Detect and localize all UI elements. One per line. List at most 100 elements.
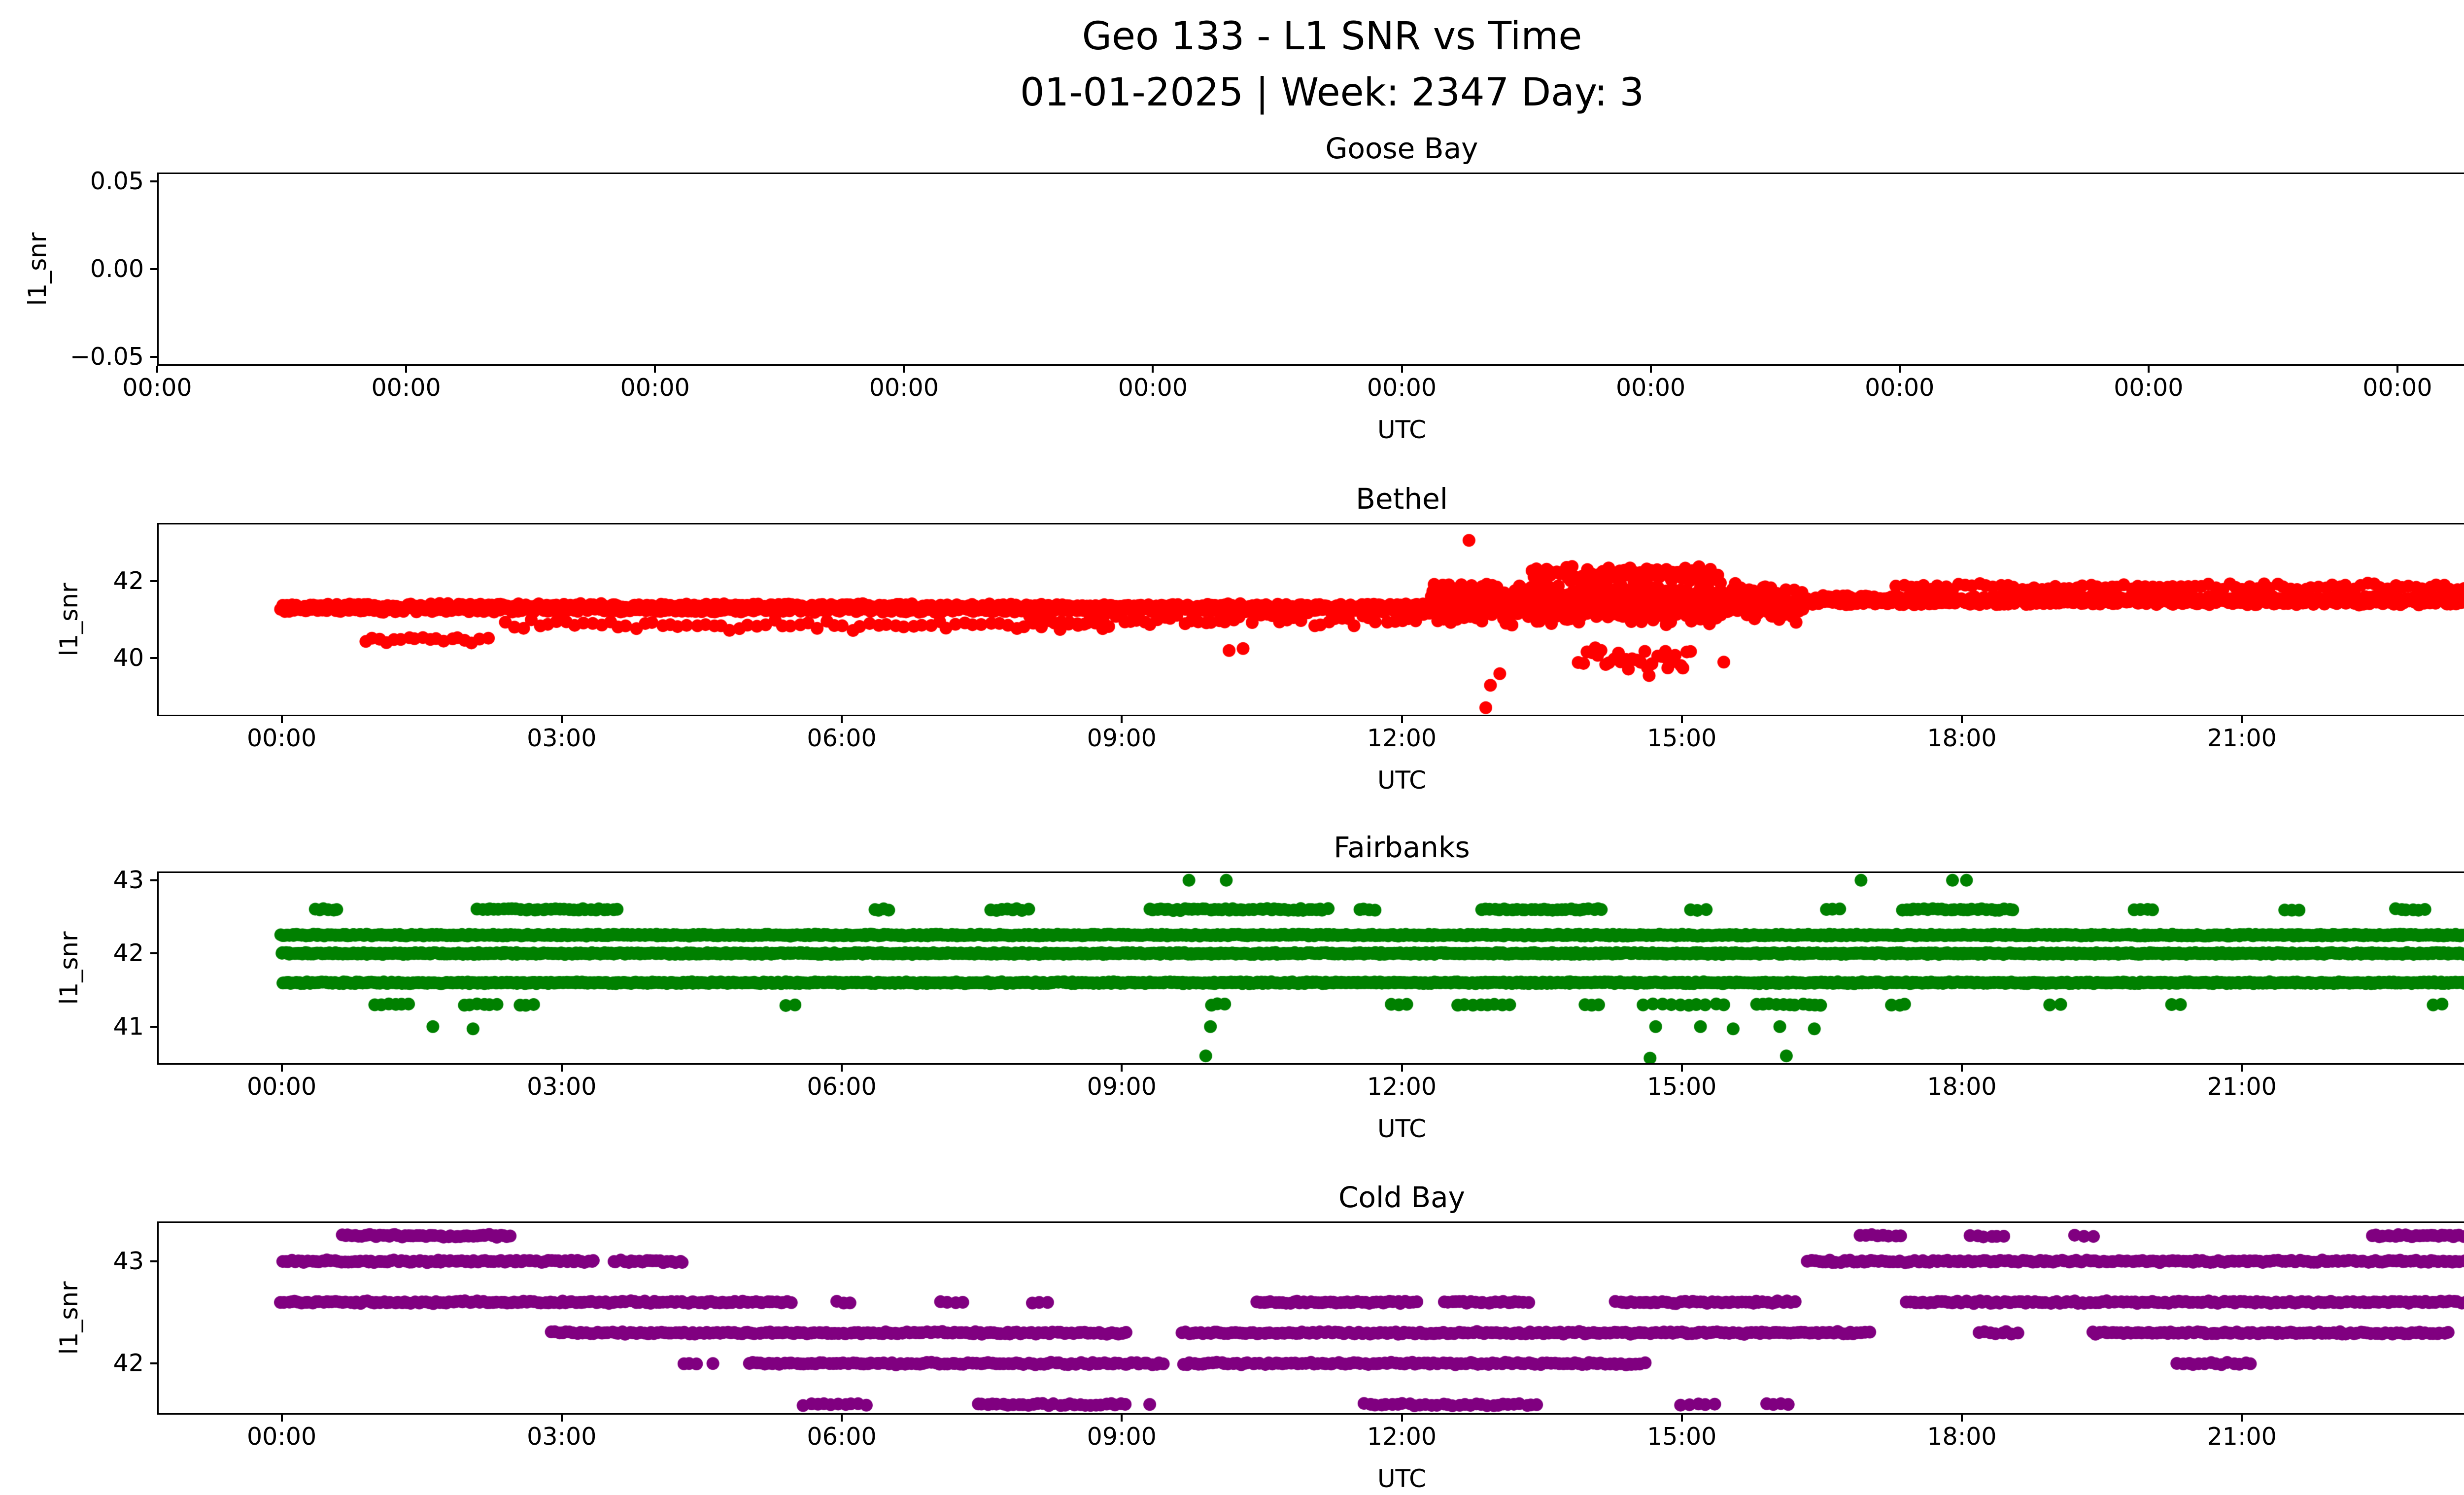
y-tick-label: 42 — [113, 566, 144, 595]
y-tick-label: 41 — [113, 1012, 144, 1041]
x-tick-mark — [1649, 366, 1652, 373]
x-tick-label: 18:00 — [1927, 1073, 1997, 1101]
x-tick-label: 00:00 — [371, 374, 441, 402]
plot-area — [157, 871, 2464, 1065]
x-tick-mark — [2147, 366, 2150, 373]
x-tick-label: 21:00 — [2207, 1073, 2277, 1101]
figure-subtitle: 01-01-2025 | Week: 2347 Day: 3 — [1020, 70, 1644, 115]
subplot-title: Fairbanks — [1334, 831, 1470, 864]
x-tick-label: 06:00 — [807, 1423, 877, 1451]
x-tick-mark — [156, 366, 158, 373]
x-tick-label: 03:00 — [527, 1073, 597, 1101]
x-tick-label: 03:00 — [527, 724, 597, 752]
y-tick-label: 42 — [113, 1349, 144, 1378]
x-tick-label: 00:00 — [246, 1073, 317, 1101]
x-tick-mark — [841, 716, 843, 723]
x-tick-mark — [2241, 1065, 2243, 1072]
y-tick-mark — [150, 1362, 157, 1365]
plot-area — [157, 173, 2464, 366]
subplot-title: Cold Bay — [1338, 1181, 1465, 1214]
x-tick-label: 00:00 — [2448, 1075, 2464, 1099]
x-tick-mark — [841, 1415, 843, 1422]
y-tick-label: 0.05 — [90, 167, 144, 195]
x-tick-mark — [1401, 1065, 1403, 1072]
x-tick-mark — [405, 366, 408, 373]
x-tick-mark — [560, 716, 563, 723]
x-tick-mark — [1960, 1065, 1963, 1072]
subplot-title: Bethel — [1356, 482, 1448, 516]
x-axis-label: UTC — [1377, 1464, 1427, 1493]
x-tick-mark — [2241, 1415, 2243, 1422]
x-tick-label: 00:00 — [1367, 374, 1437, 402]
x-tick-label: 15:00 — [1647, 1423, 1717, 1451]
y-tick-label: 40 — [113, 644, 144, 672]
scatter-plot-canvas — [159, 174, 2464, 364]
x-tick-mark — [1960, 716, 1963, 723]
y-tick-mark — [150, 1260, 157, 1262]
x-tick-mark — [280, 716, 283, 723]
x-tick-label: 00:00 — [2448, 1425, 2464, 1449]
x-tick-label: 00:00 — [2114, 374, 2184, 402]
x-tick-label: 00:00 — [122, 374, 192, 402]
x-tick-label: 15:00 — [1647, 724, 1717, 752]
y-tick-mark — [150, 180, 157, 182]
x-tick-mark — [1680, 1065, 1683, 1072]
y-tick-mark — [150, 879, 157, 881]
figure-title: Geo 133 - L1 SNR vs Time — [1082, 14, 1582, 59]
x-tick-mark — [1401, 716, 1403, 723]
x-tick-mark — [1121, 1065, 1123, 1072]
x-tick-mark — [1680, 1415, 1683, 1422]
plot-area — [157, 1221, 2464, 1415]
scatter-plot-canvas — [159, 873, 2464, 1063]
x-axis-label: UTC — [1377, 766, 1427, 795]
x-tick-label: 00:00 — [1865, 374, 1935, 402]
y-tick-mark — [150, 356, 157, 358]
x-tick-label: 09:00 — [1087, 1423, 1157, 1451]
x-tick-mark — [1401, 1415, 1403, 1422]
x-tick-mark — [280, 1415, 283, 1422]
x-tick-label: 06:00 — [807, 724, 877, 752]
x-tick-mark — [1152, 366, 1154, 373]
scatter-plot-canvas — [159, 524, 2464, 715]
x-tick-mark — [1121, 716, 1123, 723]
x-tick-label: 00:00 — [246, 724, 317, 752]
y-tick-label: 43 — [113, 1247, 144, 1275]
x-axis-label: UTC — [1377, 416, 1427, 444]
x-tick-mark — [1960, 1415, 1963, 1422]
x-tick-label: 03:00 — [527, 1423, 597, 1451]
x-tick-mark — [903, 366, 905, 373]
x-tick-label: 09:00 — [1087, 1073, 1157, 1101]
x-tick-label: 18:00 — [1927, 1423, 1997, 1451]
y-tick-label: 0.00 — [90, 255, 144, 283]
y-tick-label: 43 — [113, 866, 144, 894]
y-tick-mark — [150, 952, 157, 955]
y-tick-mark — [150, 657, 157, 660]
y-tick-label: 42 — [113, 939, 144, 968]
x-tick-label: 12:00 — [1367, 1423, 1437, 1451]
x-tick-label: 00:00 — [2448, 726, 2464, 750]
x-tick-label: 18:00 — [1927, 724, 1997, 752]
plot-area — [157, 523, 2464, 716]
y-tick-mark — [150, 268, 157, 270]
x-tick-label: 15:00 — [1647, 1073, 1717, 1101]
x-tick-mark — [280, 1065, 283, 1072]
x-tick-label: 00:00 — [2362, 374, 2432, 402]
y-tick-mark — [150, 1025, 157, 1028]
x-tick-label: 00:00 — [869, 374, 939, 402]
scatter-plot-canvas — [159, 1223, 2464, 1413]
x-tick-mark — [1121, 1415, 1123, 1422]
y-tick-mark — [150, 580, 157, 582]
x-tick-mark — [560, 1065, 563, 1072]
subplot-title: Goose Bay — [1325, 132, 1478, 165]
x-tick-mark — [841, 1065, 843, 1072]
x-tick-mark — [2396, 366, 2398, 373]
x-tick-label: 00:00 — [246, 1423, 317, 1451]
x-tick-label: 12:00 — [1367, 724, 1437, 752]
y-axis-label: l1_snr — [55, 1281, 83, 1355]
x-tick-mark — [560, 1415, 563, 1422]
x-tick-mark — [654, 366, 656, 373]
x-tick-mark — [1680, 716, 1683, 723]
x-tick-mark — [1401, 366, 1403, 373]
x-tick-label: 00:00 — [1118, 374, 1188, 402]
x-tick-mark — [1898, 366, 1901, 373]
